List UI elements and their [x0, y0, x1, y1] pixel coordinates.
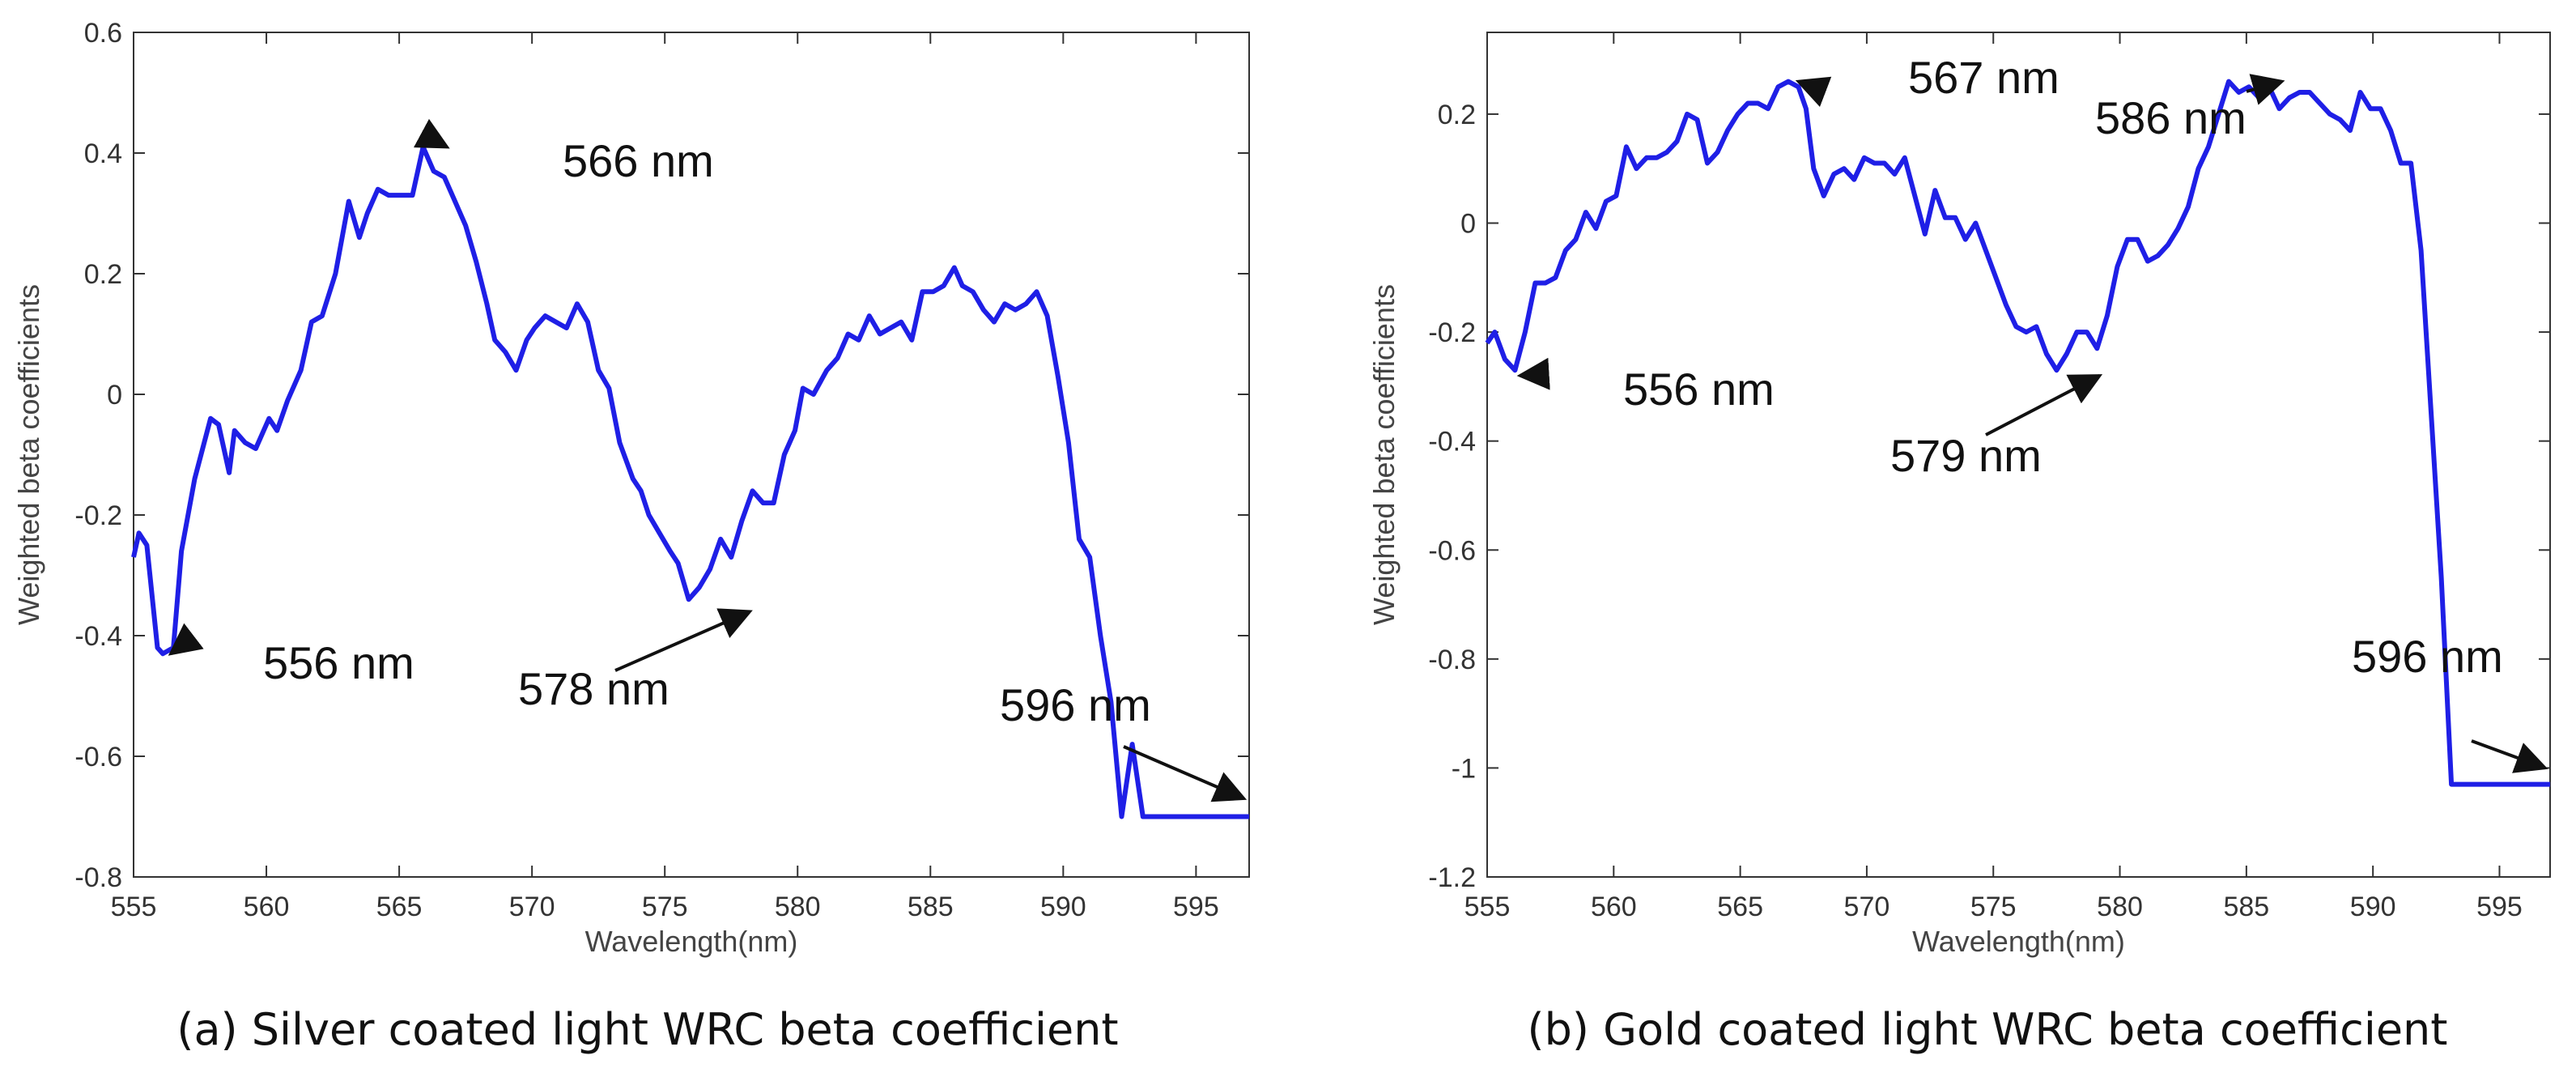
x-ticks-a: 555 560 565 570 575 580 585 590 595	[111, 32, 1219, 922]
annotation-label: 586 nm	[2095, 92, 2247, 143]
annotation-arrow	[614, 608, 753, 672]
plot-frame-a	[133, 32, 1250, 878]
y-tick-label: -0.2	[74, 500, 122, 531]
x-tick-label: 585	[908, 892, 954, 922]
annotation-arrow	[1985, 374, 2103, 436]
y-tick-label: -1.2	[1428, 862, 1476, 893]
y-tick-label: 0	[107, 380, 122, 411]
y-tick-label: -0.6	[1428, 535, 1476, 566]
caption-a: (a) Silver coated light WRC beta coeffic…	[176, 1004, 1118, 1055]
series-line-silver	[131, 144, 1249, 819]
x-tick-label: 570	[509, 892, 555, 922]
x-ticks-b: 555 560 565 570 575 580 585 590 595	[1464, 32, 2523, 922]
annotation-arrow	[1516, 357, 1550, 390]
x-tick-label: 580	[2097, 892, 2143, 922]
x-tick-label: 555	[111, 892, 157, 922]
x-tick-label: 575	[642, 892, 688, 922]
x-tick-label: 560	[244, 892, 290, 922]
annotation-arrow	[2246, 74, 2285, 105]
annotation-label: 556 nm	[1623, 364, 1775, 415]
y-axis-label-a: Weighted beta coefficients	[12, 284, 45, 625]
annotation-label: 567 nm	[1908, 52, 2060, 103]
y-axis-label-b: Weighted beta coefficients	[1367, 284, 1401, 625]
y-tick-label: 0.2	[84, 259, 122, 290]
y-tick-label: 0.4	[84, 138, 122, 169]
annotation-arrow	[1123, 745, 1248, 802]
y-tick-label: 0	[1460, 209, 1476, 240]
x-tick-label: 585	[2223, 892, 2269, 922]
y-tick-label: 0.6	[84, 18, 122, 49]
y-tick-label: -0.4	[74, 621, 122, 652]
x-tick-label: 555	[1464, 892, 1511, 922]
annotations-b: 567 nm 586 nm 556 nm 579 nm 596 nm	[1516, 52, 2548, 773]
x-tick-label: 565	[1717, 892, 1763, 922]
annotation-label: 556 nm	[263, 637, 414, 688]
annotation-arrow	[413, 118, 450, 149]
annotations-a: 566 nm 556 nm 578 nm 596 nm	[168, 118, 1248, 802]
caption-b: (b) Gold coated light WRC beta coefficie…	[1528, 1004, 2448, 1055]
annotation-label: 566 nm	[563, 135, 714, 186]
chart-gold-coated: 555 560 565 570 575 580 585 590 595 -1.2 -1 -0.8 -0…	[1367, 32, 2551, 1055]
annotation-label: 596 nm	[1000, 679, 1151, 730]
x-tick-label: 595	[2476, 892, 2523, 922]
y-tick-label: -0.8	[1428, 645, 1476, 675]
x-axis-label-b: Wavelength(nm)	[1912, 925, 2125, 958]
y-tick-label: -1	[1452, 753, 1476, 784]
x-tick-label: 590	[1040, 892, 1086, 922]
annotation-arrow	[1795, 76, 1832, 108]
y-ticks-a: -0.8 -0.6 -0.4 -0.2 0 0.2 0.4 0.6	[74, 18, 1249, 893]
y-tick-label: -0.6	[74, 742, 122, 772]
plot-frame-b	[1486, 32, 2551, 878]
chart-silver-coated: 555 560 565 570 575 580 585 590 595 -0.8 -0.6 -0.4…	[12, 18, 1250, 1055]
y-tick-label: 0.2	[1438, 100, 1476, 130]
x-axis-label-a: Wavelength(nm)	[585, 925, 798, 958]
y-tick-label: -0.8	[74, 862, 122, 893]
x-tick-label: 565	[376, 892, 423, 922]
y-tick-label: -0.2	[1428, 317, 1476, 348]
y-ticks-b: -1.2 -1 -0.8 -0.6 -0.4 -0.2 0 0.2	[1428, 100, 2550, 893]
annotation-arrow	[168, 623, 204, 656]
x-tick-label: 580	[775, 892, 821, 922]
x-tick-label: 560	[1591, 892, 1637, 922]
annotation-arrow	[2471, 739, 2548, 773]
x-tick-label: 595	[1173, 892, 1219, 922]
series-line-gold	[1485, 79, 2550, 787]
annotation-label: 578 nm	[518, 663, 670, 714]
x-tick-label: 575	[1970, 892, 2017, 922]
annotation-label: 579 nm	[1890, 430, 2042, 481]
x-tick-label: 590	[2350, 892, 2396, 922]
y-tick-label: -0.4	[1428, 427, 1476, 458]
x-tick-label: 570	[1844, 892, 1890, 922]
annotation-label: 596 nm	[2352, 631, 2503, 682]
